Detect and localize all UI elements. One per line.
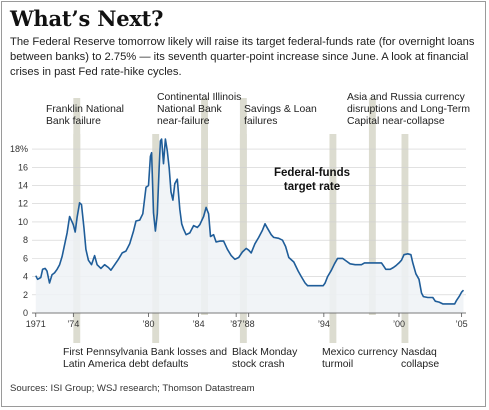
event-annotation-line: Bank failure — [46, 116, 101, 127]
event-annotation-line: turmoil — [322, 359, 353, 370]
event-annotation-line: First Pennsylvania Bank losses and — [63, 347, 227, 358]
x-tick-label: ’00 — [393, 319, 405, 329]
headline: What’s Next? — [10, 6, 164, 31]
y-tick-label: 0 — [23, 308, 28, 318]
rate-area-fill — [35, 139, 464, 313]
event-annotation-line: Latin America debt defaults — [63, 359, 188, 370]
event-annotation-line: near-failure — [157, 116, 210, 127]
event-band — [201, 98, 208, 315]
x-tick-label: ’94 — [318, 319, 330, 329]
x-tick-label: ’80 — [142, 319, 154, 329]
event-annotation-line: Continental Illinois — [157, 92, 241, 103]
event-band — [239, 134, 247, 343]
series-label-line: Federal-funds — [274, 167, 350, 179]
event-annotation-line: National Bank — [157, 104, 222, 115]
event-annotation-line: stock crash — [232, 359, 285, 370]
sources-note: Sources: ISI Group; WSJ research; Thomso… — [10, 383, 255, 394]
series-label-group: Federal-funds target rate — [274, 167, 350, 193]
event-band — [401, 134, 409, 343]
x-tick-label: ’84 — [193, 319, 205, 329]
series-label-line: target rate — [284, 181, 340, 193]
x-tick-label: 1971 — [26, 319, 46, 329]
event-annotation-line: Savings & Loan — [244, 104, 317, 115]
x-tick-label: ’05 — [456, 319, 468, 329]
rate-area — [35, 138, 465, 313]
x-tick-label: ’74 — [67, 319, 79, 329]
axis-ticks: 0 2 4 6 8 10 12 14 16 18% 1971 ’74 ’80 ’84 ’87’88 ’94 ’0… — [10, 144, 468, 329]
intro-text: The Federal Reserve tomorrow likely will… — [10, 36, 475, 78]
event-annotation-line: Nasdaq — [401, 347, 437, 358]
event-annotation-line: Capital near-collapse — [347, 116, 445, 127]
event-annotation-line: Mexico currency — [322, 347, 398, 358]
y-tick-label: 14 — [18, 181, 28, 191]
event-band — [368, 98, 376, 315]
event-annotation-line: Black Monday — [232, 347, 298, 358]
y-tick-label: 18% — [10, 144, 28, 154]
x-tick-label: ’88 — [243, 319, 255, 329]
y-tick-label: 8 — [23, 235, 28, 245]
y-tick-label: 16 — [18, 162, 28, 172]
event-annotation-line: failures — [244, 116, 278, 127]
y-tick-label: 12 — [18, 199, 28, 209]
event-annotation-line: Franklin National — [46, 104, 124, 115]
y-tick-label: 4 — [23, 272, 28, 282]
event-annotation-line: collapse — [401, 359, 439, 370]
y-tick-label: 2 — [23, 290, 28, 300]
event-annotation-line: disruptions and Long-Term — [347, 104, 470, 115]
event-annotation-line: Asia and Russia currency — [347, 92, 466, 103]
y-tick-label: 10 — [18, 217, 28, 227]
rate-line — [35, 138, 465, 305]
event-band — [329, 134, 337, 343]
y-tick-label: 6 — [23, 253, 28, 263]
x-tick-label: ’87 — [230, 319, 242, 329]
